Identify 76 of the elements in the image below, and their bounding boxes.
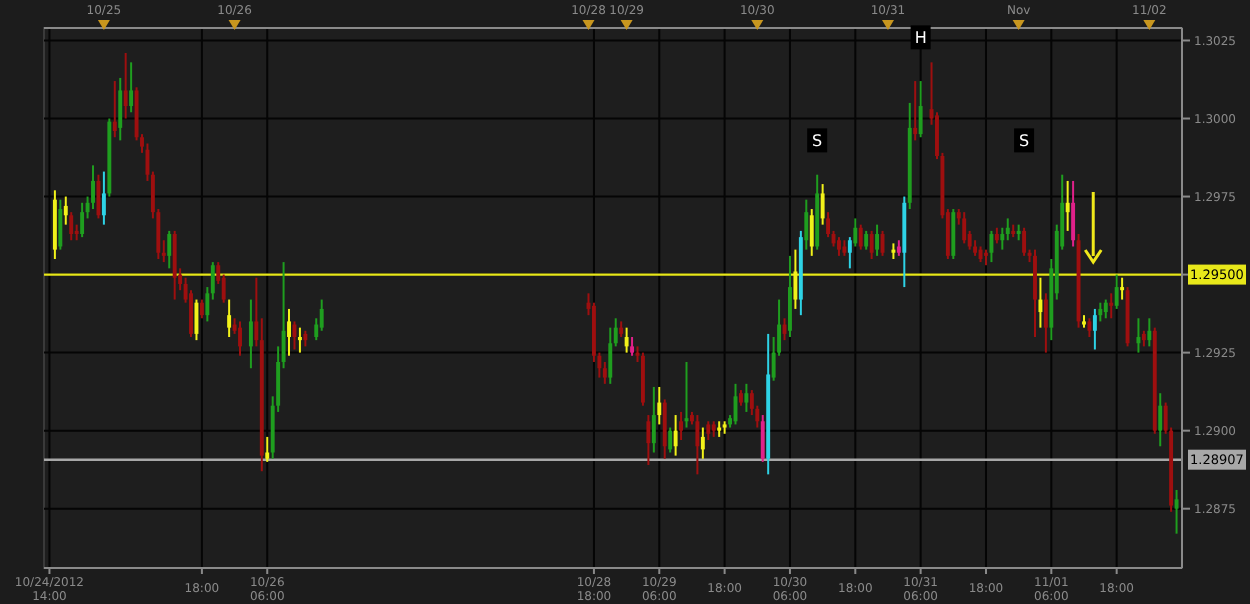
candlestick	[640, 351, 645, 407]
candlestick	[58, 198, 63, 251]
candlestick	[1087, 317, 1092, 339]
candlestick	[1005, 217, 1010, 242]
candlestick	[820, 183, 825, 226]
candlestick	[989, 229, 994, 264]
candlestick	[1147, 317, 1152, 348]
annotation: S	[812, 131, 823, 150]
candlestick	[1092, 307, 1097, 351]
candlestick	[602, 360, 607, 385]
candlestick	[804, 198, 809, 251]
candlestick	[837, 236, 841, 257]
candlestick	[651, 385, 656, 454]
candlestick	[1065, 179, 1070, 232]
candlestick	[319, 298, 324, 332]
candlestick	[962, 211, 967, 245]
candlestick	[630, 336, 635, 357]
candlestick	[96, 173, 101, 220]
candlestick	[123, 51, 128, 120]
candlestick	[1114, 273, 1119, 310]
candlestick	[112, 80, 117, 139]
candlestick	[695, 414, 700, 476]
candlestick	[129, 61, 134, 114]
annotation: H	[914, 28, 927, 47]
candlestick	[788, 254, 792, 339]
candlestick	[1000, 226, 1005, 251]
candlestick	[1043, 292, 1048, 354]
candlestick	[1103, 298, 1108, 320]
candlestick	[265, 435, 270, 463]
candlestick	[1174, 488, 1179, 535]
candlestick	[918, 80, 923, 139]
candlestick	[864, 229, 869, 251]
candlestick	[1158, 392, 1163, 448]
candlestick	[608, 326, 613, 385]
candlestick	[80, 201, 85, 239]
candlestick	[809, 208, 814, 257]
candlestick	[657, 385, 662, 426]
candlestick	[875, 223, 880, 257]
candlestick	[118, 76, 123, 142]
candlestick	[199, 298, 204, 320]
candlestick	[679, 410, 684, 442]
candlestick	[172, 229, 177, 301]
candlestick	[624, 326, 629, 354]
candlestick	[853, 217, 858, 248]
candlestick	[1022, 226, 1027, 257]
candlestick	[1033, 248, 1037, 339]
candlestick	[63, 195, 68, 226]
candlestick	[91, 164, 95, 211]
candlestick	[706, 420, 711, 442]
candlestick	[227, 298, 232, 339]
candlestick	[760, 414, 765, 463]
candlestick	[673, 414, 678, 457]
candlestick	[194, 298, 199, 342]
candlestick	[847, 236, 852, 270]
candlestick	[1109, 292, 1114, 320]
candlestick	[101, 170, 106, 226]
candlestick	[858, 223, 863, 251]
candlestick	[238, 320, 242, 357]
candlestick	[700, 426, 705, 460]
candlestick	[287, 307, 291, 357]
candlestick	[869, 229, 874, 260]
candlestick	[744, 382, 749, 413]
candlestick	[1098, 301, 1103, 323]
candlestick	[297, 326, 302, 354]
candlestick	[69, 211, 74, 242]
annotation: S	[1019, 131, 1030, 150]
candlestick	[913, 80, 918, 142]
candlestick	[167, 229, 172, 270]
candlestick	[826, 211, 831, 239]
candlestick	[1136, 317, 1141, 354]
candlestick	[646, 414, 651, 466]
candlestick	[668, 426, 673, 454]
candlestick	[1071, 179, 1076, 248]
candlestick	[662, 398, 667, 460]
candlestick	[951, 208, 956, 260]
candlestick	[248, 298, 253, 370]
